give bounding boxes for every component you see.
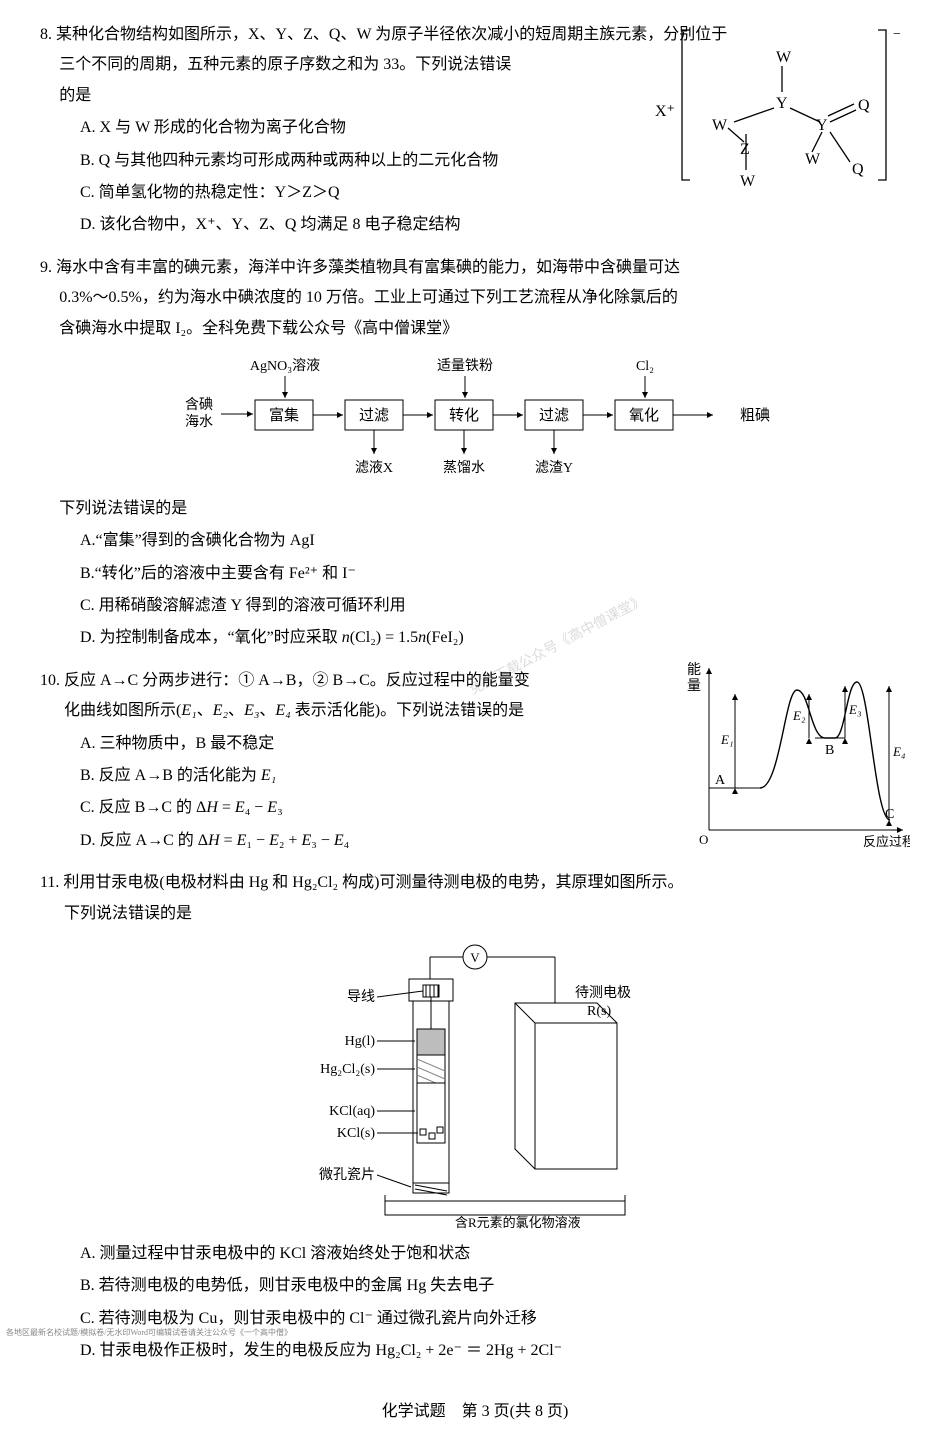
svg-text:导线: 导线: [347, 989, 375, 1005]
svg-text:E₃: E₃: [848, 702, 861, 717]
q9-sub: 下列说法错误的是: [40, 494, 910, 524]
svg-text:C: C: [885, 807, 894, 822]
page-footnote: 各地区最新名校试题/模拟卷/无水印Word可编辑试卷请关注公众号《一个高中僧》: [6, 1325, 292, 1340]
svg-text:AgNO₃溶液: AgNO₃溶液: [250, 358, 320, 374]
question-9: 9. 海水中含有丰富的碘元素，海洋中许多藻类植物具有富集碘的能力，如海带中含碘量…: [40, 253, 910, 654]
svg-text:W: W: [805, 151, 821, 168]
svg-text:X⁺: X⁺: [655, 103, 675, 120]
svg-text:滤渣Y: 滤渣Y: [535, 460, 573, 476]
svg-text:过滤: 过滤: [359, 407, 389, 424]
svg-text:待测电极: 待测电极: [575, 985, 631, 1001]
svg-text:E₂: E₂: [792, 708, 806, 723]
svg-text:Hg₂Cl₂(s): Hg₂Cl₂(s): [320, 1062, 375, 1077]
svg-text:Z: Z: [740, 141, 750, 158]
svg-text:过滤: 过滤: [539, 407, 569, 424]
q9-option-d: D. 为控制制备成本，“氧化”时应采取 n(Cl₂) = 1.5n(FeI₂): [80, 623, 910, 653]
q10-num: 10.: [40, 672, 60, 689]
svg-text:氧化: 氧化: [629, 407, 659, 424]
q9-num: 9.: [40, 259, 52, 276]
svg-text:Y: Y: [816, 117, 828, 134]
q11-option-a: A. 测量过程中甘汞电极中的 KCl 溶液始终处于饱和状态: [80, 1239, 910, 1269]
svg-text:E₁: E₁: [720, 732, 733, 747]
q9-option-c: C. 用稀硝酸溶解滤渣 Y 得到的溶液可循环利用: [80, 591, 910, 621]
q9-flow-diagram: AgNO₃溶液 适量铁粉 Cl₂ 含碘 海水 富集 过滤 转化 过滤 氧化: [40, 354, 910, 484]
svg-text:KCl(aq): KCl(aq): [329, 1104, 375, 1119]
svg-text:B: B: [825, 743, 834, 758]
svg-text:反应过程: 反应过程: [863, 834, 910, 849]
svg-text:滤液X: 滤液X: [355, 460, 393, 476]
svg-text:W: W: [776, 49, 792, 66]
question-8: − X⁺ W Y W Z W Y W Q Q 8.: [40, 20, 910, 241]
q9-stem-3: 含碘海水中提取 I₂。全科免费下载公众号《高中僧课堂》: [40, 314, 910, 344]
svg-text:Q: Q: [852, 161, 864, 178]
q10-energy-diagram: 能 量 O 反应过程 A B C E₁ E₂ E₃ E₄: [685, 660, 910, 850]
svg-text:含R元素的氯化物溶液: 含R元素的氯化物溶液: [455, 1215, 581, 1229]
q11-options: A. 测量过程中甘汞电极中的 KCl 溶液始终处于饱和状态 B. 若待测电极的电…: [40, 1239, 910, 1367]
q11-num: 11.: [40, 874, 59, 891]
q9-options: A.“富集”得到的含碘化合物为 AgI B.“转化”后的溶液中主要含有 Fe²⁺…: [40, 526, 910, 654]
q8-structure-diagram: − X⁺ W Y W Z W Y W Q Q: [640, 20, 910, 190]
q9-stem: 9. 海水中含有丰富的碘元素，海洋中许多藻类植物具有富集碘的能力，如海带中含碘量…: [40, 253, 910, 283]
q9-option-b: B.“转化”后的溶液中主要含有 Fe²⁺ 和 I⁻: [80, 559, 910, 589]
q9-option-a: A.“富集”得到的含碘化合物为 AgI: [80, 526, 910, 556]
svg-text:E₄: E₄: [892, 744, 906, 759]
q11-option-b: B. 若待测电极的电势低，则甘汞电极中的金属 Hg 失去电子: [80, 1271, 910, 1301]
svg-text:海水: 海水: [185, 414, 213, 430]
svg-text:Cl₂: Cl₂: [636, 359, 654, 374]
svg-text:W: W: [740, 173, 756, 190]
q11-option-d: D. 甘汞电极作正极时，发生的电极反应为 Hg₂Cl₂ + 2e⁻ ＝ 2Hg …: [80, 1336, 910, 1366]
svg-text:适量铁粉: 适量铁粉: [437, 358, 493, 374]
svg-text:Q: Q: [858, 97, 870, 114]
svg-text:−: −: [893, 27, 901, 42]
q11-stem-2: 下列说法错误的是: [40, 899, 910, 929]
q11-electrode-diagram: V: [40, 939, 910, 1229]
question-11: 11. 利用甘汞电极(电极材料由 Hg 和 Hg₂Cl₂ 构成)可测量待测电极的…: [40, 868, 910, 1366]
svg-text:V: V: [470, 950, 480, 965]
svg-text:蒸馏水: 蒸馏水: [443, 460, 485, 476]
svg-text:含碘: 含碘: [185, 397, 213, 413]
svg-text:Y: Y: [776, 95, 788, 112]
svg-text:R(s): R(s): [587, 1004, 611, 1019]
svg-text:W: W: [712, 117, 728, 134]
svg-text:O: O: [699, 832, 708, 847]
q8-option-d: D. 该化合物中，X⁺、Y、Z、Q 均满足 8 电子稳定结构: [80, 210, 910, 240]
page-footer: 化学试题 第 3 页(共 8 页): [40, 1397, 910, 1427]
svg-text:KCl(s): KCl(s): [337, 1126, 375, 1141]
svg-text:富集: 富集: [269, 406, 299, 424]
svg-text:A: A: [715, 773, 726, 788]
svg-text:微孔瓷片: 微孔瓷片: [319, 1167, 375, 1183]
svg-text:转化: 转化: [449, 407, 479, 424]
svg-text:Hg(l): Hg(l): [345, 1034, 376, 1049]
svg-text:量: 量: [687, 678, 701, 694]
svg-text:粗碘: 粗碘: [740, 407, 770, 424]
q8-num: 8.: [40, 26, 52, 43]
question-10: 能 量 O 反应过程 A B C E₁ E₂ E₃ E₄: [40, 666, 910, 856]
svg-text:能: 能: [687, 662, 701, 678]
q11-stem: 11. 利用甘汞电极(电极材料由 Hg 和 Hg₂Cl₂ 构成)可测量待测电极的…: [40, 868, 910, 898]
q9-stem-2: 0.3%～0.5%，约为海水中碘浓度的 10 万倍。工业上可通过下列工艺流程从净…: [40, 283, 910, 313]
